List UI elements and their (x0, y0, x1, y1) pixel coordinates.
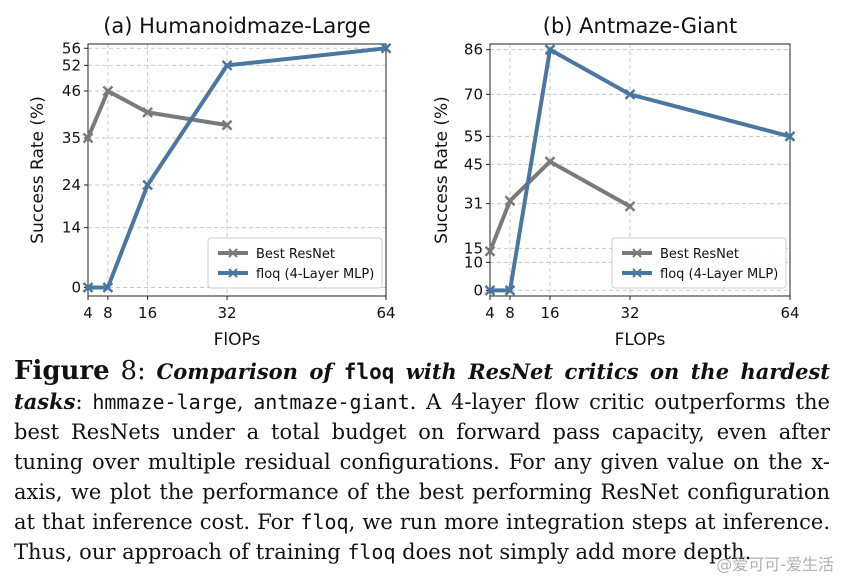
y-tick-label: 86 (464, 41, 483, 59)
marker-stroke (504, 285, 516, 296)
x-tick-label: 8 (103, 304, 113, 322)
watermark: @爱可可-爱生活 (716, 555, 834, 574)
y-tick-label: 24 (62, 176, 81, 194)
legend-marker (228, 268, 238, 278)
x-axis-label: FLOPs (615, 330, 666, 350)
y-tick-label: 45 (464, 155, 483, 173)
marker-stroke (142, 106, 153, 118)
x-tick-label: 16 (540, 304, 559, 322)
marker-stroke (624, 201, 636, 212)
marker-stroke (544, 156, 556, 167)
marker-stroke (624, 89, 636, 100)
legend-label: floq (4-Layer MLP) (660, 267, 778, 282)
marker-stroke (544, 44, 556, 55)
caption-body-2: , we run more integration steps at infer… (14, 510, 831, 564)
legend-marker (632, 268, 642, 278)
series-line-resnet (86, 88, 230, 140)
legend-label: floq (4-Layer MLP) (256, 267, 374, 282)
x-tick-label: 32 (218, 304, 237, 322)
marker-stroke (82, 282, 94, 293)
marker-stroke (784, 131, 796, 142)
data-point (221, 59, 233, 71)
y-axis-label: Success Rate (%) (28, 96, 48, 244)
y-tick-label: 0 (71, 278, 81, 296)
marker-stroke (221, 59, 233, 71)
data-point (82, 282, 94, 293)
marker-stroke (221, 119, 233, 131)
data-point (484, 245, 496, 257)
data-point (544, 156, 556, 167)
marker-stroke (484, 285, 496, 296)
x-tick-label: 4 (83, 304, 93, 322)
plot-frame (87, 43, 387, 297)
y-tick-label: 35 (62, 129, 81, 147)
series-line-resnet (488, 159, 632, 254)
y-tick-label: 46 (62, 82, 81, 100)
legend-label: Best ResNet (256, 247, 335, 262)
x-tick-label: 16 (138, 304, 157, 322)
data-point (504, 285, 516, 296)
y-tick-label: 0 (473, 281, 483, 299)
x-tick-label: 4 (485, 304, 495, 322)
data-point (221, 119, 233, 131)
x-tick-label: 8 (505, 304, 515, 322)
figure-caption: Figure 8: Comparison of floq with ResNet… (14, 356, 831, 564)
data-point (484, 285, 496, 296)
y-tick-label: 56 (62, 39, 81, 57)
caption-code-floq-1: floq (300, 510, 349, 534)
data-point (142, 179, 153, 191)
chart-title: (a) Humanoidmaze-Large (103, 14, 371, 38)
y-tick-label: 52 (62, 56, 81, 74)
data-point (624, 89, 636, 100)
y-tick-label: 14 (62, 219, 81, 237)
plot-frame (489, 43, 791, 297)
marker-stroke (102, 282, 114, 293)
chart-title: (b) Antmaze-Giant (543, 14, 737, 38)
caption-code-floq-2: floq (347, 540, 396, 564)
caption-body-3: does not simply add more depth. (395, 540, 752, 564)
marker-stroke (82, 132, 94, 144)
caption-task-antmaze: antmaze-giant (253, 390, 410, 414)
marker-stroke (102, 85, 114, 97)
data-point (504, 195, 516, 207)
data-point (544, 44, 556, 55)
caption-figure-number: 8 (120, 356, 137, 386)
marker-stroke (484, 245, 496, 257)
x-tick-label: 64 (780, 304, 799, 322)
x-tick-label: 64 (376, 304, 395, 322)
legend-label: Best ResNet (660, 247, 739, 262)
data-point (102, 85, 114, 97)
data-point (624, 201, 636, 212)
marker-stroke (504, 195, 516, 207)
caption-figure-label: Figure (14, 356, 110, 386)
data-point (380, 42, 392, 54)
y-tick-label: 15 (464, 239, 483, 257)
caption-headline: Comparison of floq with ResNet critics o… (14, 359, 830, 414)
y-axis-label: Success Rate (%) (432, 96, 452, 244)
caption-task-hmmaze: hmmaze-large (92, 390, 237, 414)
caption-body-1: . A 4-layer flow critic outperforms the … (14, 390, 830, 534)
legend-marker (228, 248, 238, 258)
data-point (142, 106, 153, 118)
data-point (784, 131, 796, 142)
legend-marker (632, 248, 642, 258)
y-tick-label: 10 (464, 253, 483, 271)
legend-box (207, 237, 383, 289)
y-tick-label: 70 (464, 85, 483, 103)
x-axis-label: FlOPs (214, 330, 261, 350)
marker-stroke (380, 42, 392, 54)
x-tick-label: 32 (620, 304, 639, 322)
data-point (82, 132, 94, 144)
y-tick-label: 55 (464, 127, 483, 145)
data-point (102, 282, 114, 293)
marker-stroke (142, 179, 153, 191)
legend-box (611, 237, 787, 289)
y-tick-label: 31 (464, 195, 483, 213)
